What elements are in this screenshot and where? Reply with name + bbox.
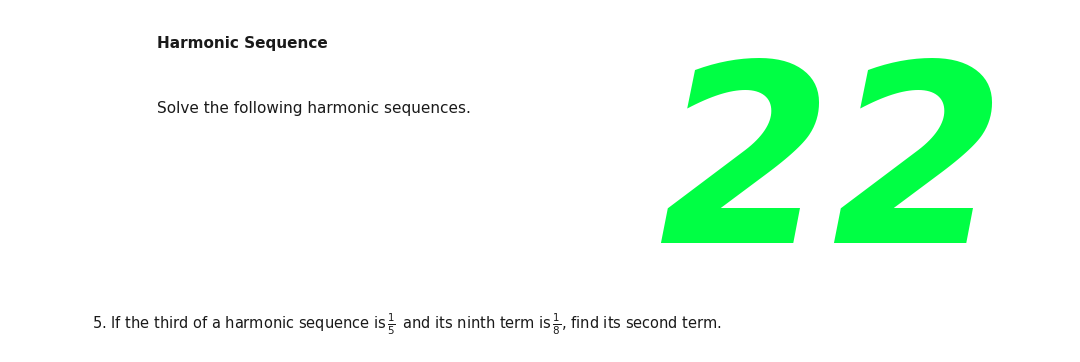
Text: 5. If the third of a harmonic sequence is$\,\frac{1}{5}\,$ and its ninth term is: 5. If the third of a harmonic sequence i…: [92, 311, 721, 337]
Text: Solve the following harmonic sequences.: Solve the following harmonic sequences.: [157, 101, 471, 116]
Text: Harmonic Sequence: Harmonic Sequence: [157, 36, 327, 51]
Text: 22: 22: [658, 53, 1005, 295]
